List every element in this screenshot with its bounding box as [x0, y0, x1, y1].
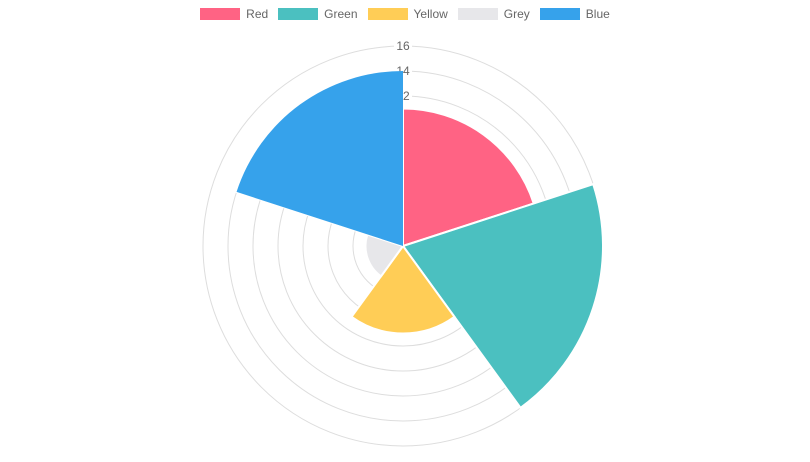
legend-item-red[interactable]: Red [200, 8, 268, 20]
legend-item-yellow[interactable]: Yellow [367, 7, 448, 21]
legend-label-yellow: Yellow [413, 7, 448, 21]
legend-item-grey[interactable]: Grey [457, 7, 530, 21]
legend-label-red: Red [246, 7, 269, 21]
slice-grey[interactable] [364, 233, 405, 278]
slice-blue-overlay [236, 71, 403, 246]
slice-red[interactable] [402, 107, 536, 248]
chart-legend: Red Green Yellow Grey Blue [0, 8, 810, 20]
legend-swatch-red [200, 8, 241, 20]
legend-item-green[interactable]: Green [278, 7, 358, 21]
tick-label-16: 16 [396, 39, 410, 53]
legend-swatch-blue [539, 8, 580, 20]
tick-label-backdrop [394, 39, 412, 53]
legend-swatch-grey [457, 8, 498, 20]
legend-item-blue[interactable]: Blue [539, 7, 610, 21]
slice-green[interactable] [401, 182, 604, 410]
legend-swatch-yellow [367, 8, 408, 20]
legend-label-grey: Grey [503, 7, 530, 21]
legend-label-green: Green [324, 7, 358, 21]
radial-ticks: 121416 [236, 39, 412, 246]
legend-label-blue: Blue [585, 7, 610, 21]
legend-swatch-green [278, 8, 319, 20]
slice-yellow[interactable] [350, 244, 456, 335]
